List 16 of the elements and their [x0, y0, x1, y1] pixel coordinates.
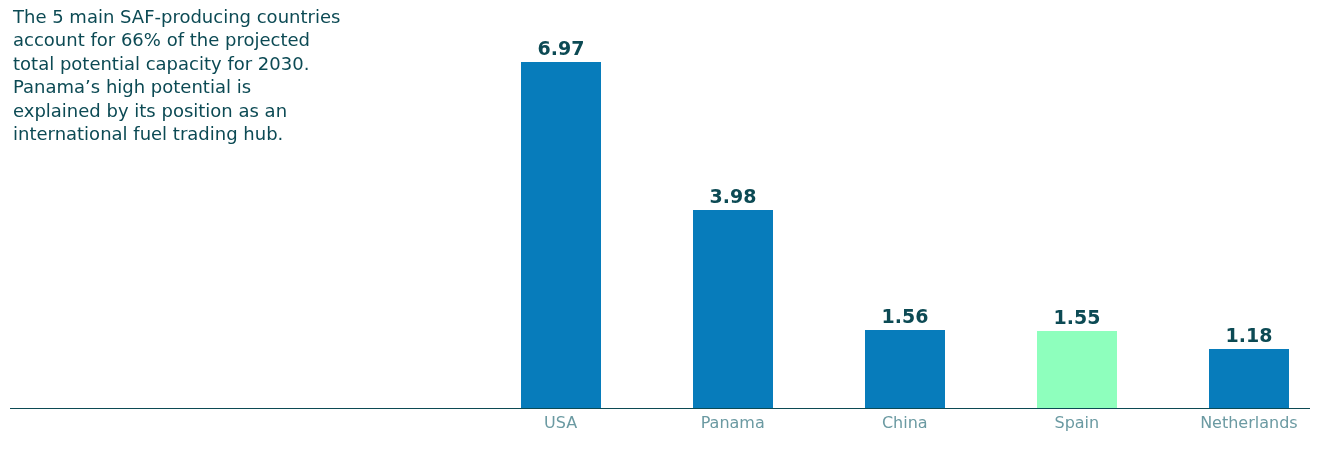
text: The 5 main SAF-producing countries account for 66% of the projected total potential capacity for 2030. Panama’s high potential is explained by its position as an international fuel trading hub. [12, 6, 341, 144]
bar [1037, 331, 1117, 408]
bar [1209, 349, 1289, 408]
x-tick-label: China [881, 413, 928, 433]
bar [693, 210, 773, 408]
data-label: 1.56 [881, 305, 929, 327]
x-tick-label: USA [544, 413, 578, 433]
x-tick-label: Panama [700, 413, 765, 433]
data-label: 3.98 [709, 185, 757, 207]
bar [865, 330, 945, 408]
data-label: 6.97 [537, 37, 585, 59]
data-label: 1.55 [1053, 306, 1101, 328]
x-tick-label: Netherlands [1200, 413, 1298, 433]
data-label: 1.18 [1225, 324, 1273, 346]
bar [521, 62, 601, 408]
x-tick-label: Spain [1054, 413, 1100, 433]
